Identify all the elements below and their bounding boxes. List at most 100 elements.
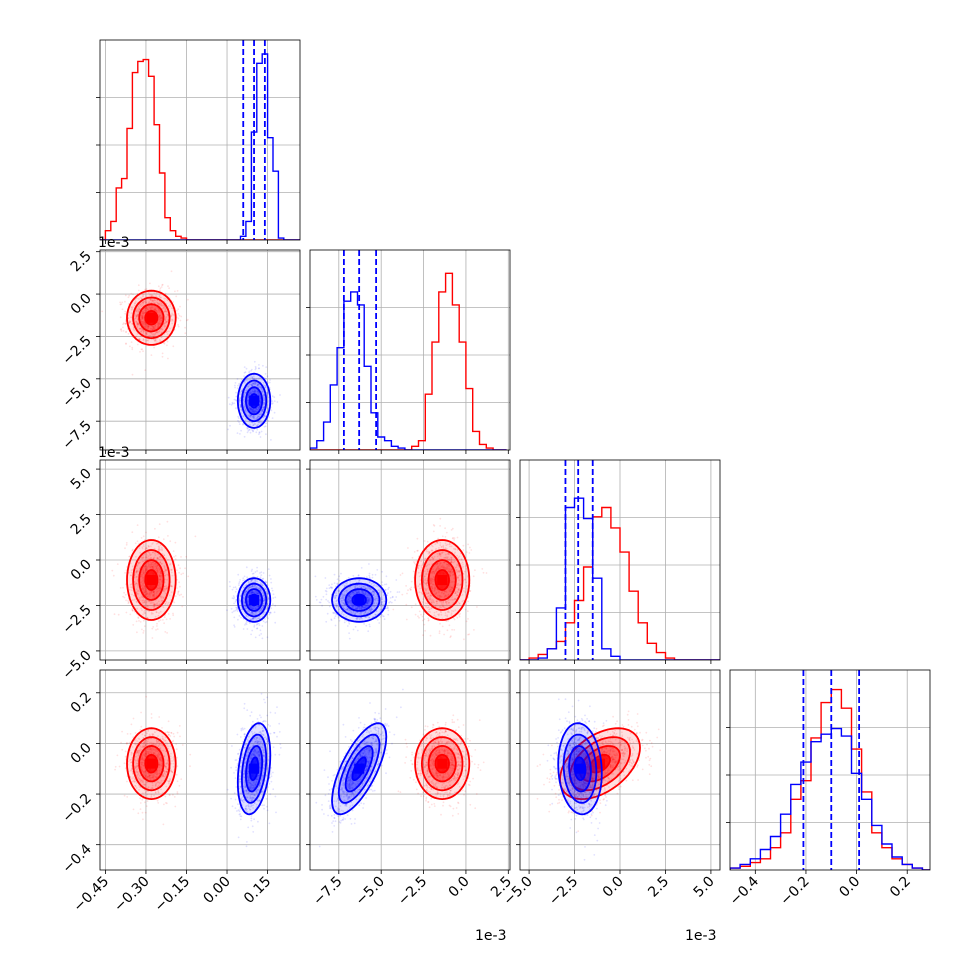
scatter-point xyxy=(159,303,161,306)
scatter-point xyxy=(165,310,168,313)
scatter-point xyxy=(264,386,267,389)
scatter-point xyxy=(252,390,255,393)
scatter-point xyxy=(448,559,451,561)
scatter-point xyxy=(253,378,256,380)
scatter-point xyxy=(154,332,157,334)
scatter-point xyxy=(352,628,355,631)
scatter-point xyxy=(142,578,145,581)
scatter-point xyxy=(259,401,262,404)
scatter-point xyxy=(276,401,279,403)
scatter-point xyxy=(156,622,158,625)
scatter-point xyxy=(141,556,144,559)
scatter-point xyxy=(261,578,264,580)
scatter-point xyxy=(247,581,250,584)
scatter-point xyxy=(144,311,147,314)
scatter-point xyxy=(438,594,441,597)
scatter-point xyxy=(245,590,247,593)
scatter-point xyxy=(160,599,163,602)
scatter-point xyxy=(137,322,140,325)
scatter-point xyxy=(253,383,256,385)
scatter-point xyxy=(150,613,153,615)
scatter-point xyxy=(153,309,156,311)
scatter-point xyxy=(254,409,257,412)
scatter-point xyxy=(251,409,254,412)
scatter-point xyxy=(145,567,147,570)
scatter-point xyxy=(144,369,147,371)
scatter-point xyxy=(152,604,155,606)
scatter-point xyxy=(252,617,254,620)
scatter-point xyxy=(458,570,461,572)
scatter-point xyxy=(147,557,150,560)
scatter-point xyxy=(157,324,160,327)
scatter-point xyxy=(424,629,426,632)
scatter-point xyxy=(260,413,262,415)
scatter-point xyxy=(256,389,259,392)
scatter-point xyxy=(263,425,266,428)
scatter-point xyxy=(140,573,143,576)
scatter-point xyxy=(135,620,138,623)
scatter-point xyxy=(428,559,430,562)
scatter-point xyxy=(239,399,241,401)
scatter-point xyxy=(443,590,446,592)
scatter-point xyxy=(129,320,132,323)
scatter-point xyxy=(441,617,444,620)
scatter-point xyxy=(158,589,161,592)
scatter-point xyxy=(254,617,257,619)
scatter-point xyxy=(249,415,252,418)
scatter-point xyxy=(143,609,146,612)
scatter-point xyxy=(432,557,435,560)
scatter-point xyxy=(238,423,241,425)
scatter-point xyxy=(426,584,428,587)
scatter-point xyxy=(163,324,165,327)
scatter-point xyxy=(124,323,127,325)
scatter-point xyxy=(156,587,159,590)
scatter-point xyxy=(262,598,265,600)
scatter-point xyxy=(135,308,138,310)
scatter-point xyxy=(128,321,131,324)
scatter-point xyxy=(256,385,259,387)
scatter-point xyxy=(147,327,150,330)
scatter-point xyxy=(263,403,266,406)
scatter-point xyxy=(435,568,438,571)
scatter-point xyxy=(256,627,259,630)
scatter-point xyxy=(140,305,143,307)
scatter-point xyxy=(271,589,274,592)
scatter-point xyxy=(155,565,157,568)
scatter-point xyxy=(246,426,249,429)
scatter-point xyxy=(157,326,159,328)
scatter-point xyxy=(153,334,156,336)
scatter-point xyxy=(153,603,156,605)
scatter-point xyxy=(240,606,243,609)
scatter-point xyxy=(243,592,246,594)
scatter-point xyxy=(142,599,145,602)
scatter-point xyxy=(185,319,188,322)
scatter-point xyxy=(145,301,147,304)
scatter-point xyxy=(125,543,128,546)
scatter-point xyxy=(160,572,162,575)
scatter-point xyxy=(131,373,134,376)
scatter-point xyxy=(247,596,250,599)
scatter-point xyxy=(144,309,146,312)
scatter-point xyxy=(175,295,178,298)
scatter-point xyxy=(152,564,154,566)
scatter-point xyxy=(157,587,160,590)
scatter-point xyxy=(159,544,162,547)
scatter-point xyxy=(243,435,246,438)
scatter-point xyxy=(169,585,172,588)
scatter-point xyxy=(268,613,271,616)
scatter-point xyxy=(432,580,434,583)
scatter-point xyxy=(233,398,236,401)
scatter-point xyxy=(142,330,145,333)
scatter-point xyxy=(152,568,155,570)
scatter-point xyxy=(242,423,244,426)
scatter-point xyxy=(251,591,254,594)
scatter-point xyxy=(155,542,158,545)
scatter-point xyxy=(151,299,154,302)
scatter-point xyxy=(147,339,150,342)
scatter-point xyxy=(263,602,265,604)
scatter-point xyxy=(147,291,150,294)
scatter-point xyxy=(145,288,148,290)
scatter-point xyxy=(255,431,258,434)
scatter-point xyxy=(171,574,174,577)
scatter-point xyxy=(138,328,141,330)
